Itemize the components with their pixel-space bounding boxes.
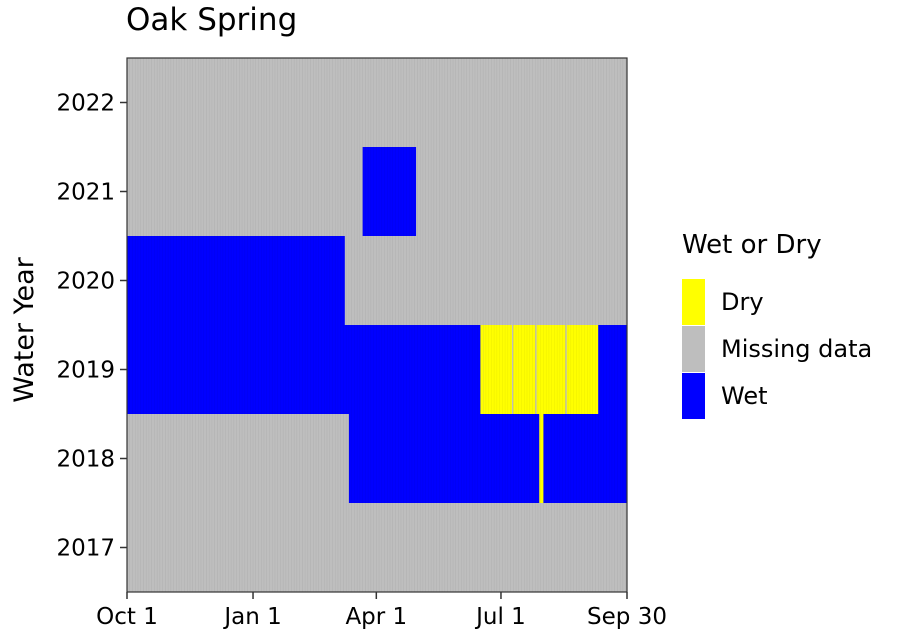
legend-label-missing-data: Missing data (721, 335, 873, 363)
legend-title: Wet or Dry (682, 230, 822, 260)
legend-swatch-missing-data (682, 326, 705, 372)
legend-item-dry: Dry (682, 279, 764, 325)
legend-swatch-dry (682, 279, 705, 325)
x-tick-label-jan-1: Jan 1 (222, 604, 281, 630)
cell-2020-wet-0 (127, 236, 345, 325)
cell-2019-dry-3 (513, 325, 536, 414)
cell-2019-dry-4 (536, 325, 566, 414)
legend-label-dry: Dry (721, 288, 764, 316)
cell-2021-wet-0 (362, 147, 417, 236)
y-tick-label-2018: 2018 (56, 447, 115, 473)
y-tick-label-2022: 2022 (56, 91, 115, 117)
y-tick-label-2019: 2019 (56, 358, 115, 384)
y-axis-title: Water Year (9, 256, 40, 402)
x-axis: Oct 1 Jan 1 Apr 1 Jul 1 Sep 30 (96, 592, 667, 630)
legend-item-wet: Wet (682, 373, 768, 419)
cell-2018-wet-2 (543, 414, 627, 503)
x-tick-label-sep-30: Sep 30 (587, 604, 667, 630)
y-tick-label-2017: 2017 (56, 536, 115, 562)
cell-2019-dry-5 (566, 325, 599, 414)
legend-label-wet: Wet (721, 382, 768, 410)
cell-2019-dry-1 (480, 325, 484, 414)
cell-2019-wet-6 (598, 325, 627, 414)
x-tick-label-oct-1: Oct 1 (96, 604, 158, 630)
x-tick-label-apr-1: Apr 1 (345, 604, 407, 630)
plot-area (126, 57, 628, 593)
cell-2018-wet-0 (348, 414, 540, 503)
chart-title: Oak Spring (126, 2, 298, 38)
legend-item-missing-data: Missing data (682, 326, 872, 372)
x-tick-label-jul-1: Jul 1 (474, 604, 526, 630)
cell-2018-dry-1 (539, 414, 544, 503)
y-tick-label-2021: 2021 (56, 180, 115, 206)
y-tick-label-2020: 2020 (56, 269, 115, 295)
legend-swatch-wet (682, 373, 705, 419)
cell-2019-dry-2 (483, 325, 512, 414)
day-grid-texture (126, 58, 626, 592)
cell-2019-wet-0 (127, 325, 481, 414)
y-axis: 2017 2018 2019 2020 2021 2022 (56, 91, 127, 562)
